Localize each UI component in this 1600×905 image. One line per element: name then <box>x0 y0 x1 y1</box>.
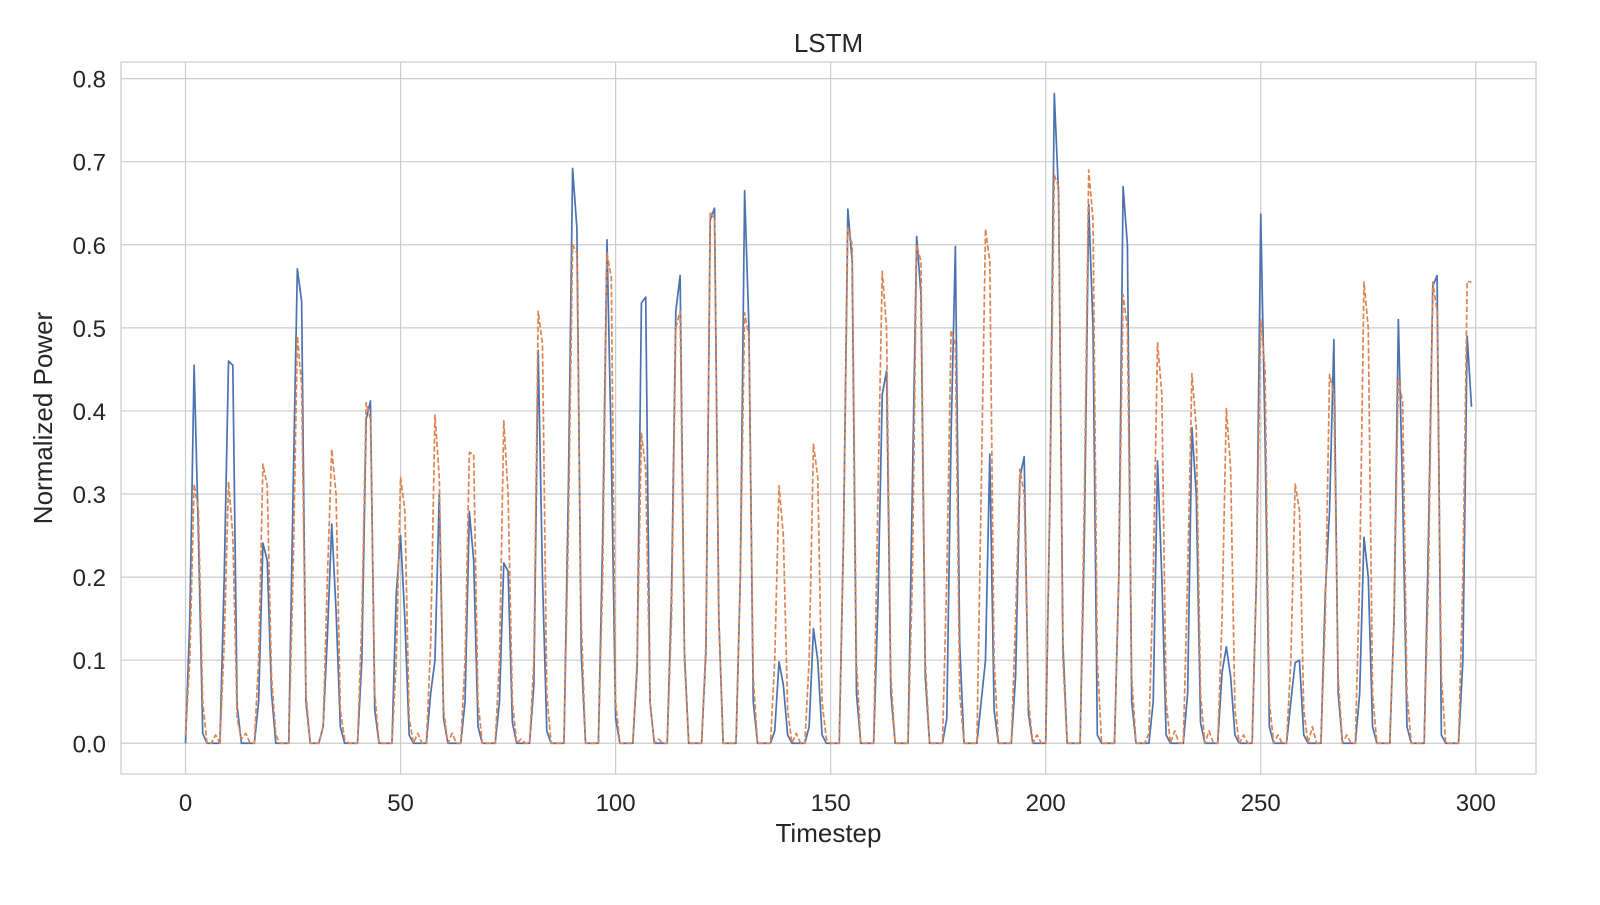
x-tick-label: 250 <box>1241 790 1281 817</box>
y-tick-label: 0.6 <box>73 233 106 260</box>
series-line-1 <box>184 92 1473 745</box>
x-tick-label: 300 <box>1456 790 1496 817</box>
y-tick-label: 0.3 <box>73 482 106 509</box>
x-axis-label: Timestep <box>776 818 882 848</box>
y-tick-label: 0.5 <box>73 316 106 343</box>
y-tick-label: 0.7 <box>73 150 106 177</box>
y-tick-label: 0.4 <box>73 399 106 426</box>
series-line-2 <box>184 169 1472 745</box>
x-tick-label: 50 <box>387 790 414 817</box>
y-tick-label: 0.8 <box>73 67 106 94</box>
x-tick-labels: 0 50 100 150 200 250 300 <box>179 790 1496 817</box>
y-tick-label: 0.0 <box>73 731 106 758</box>
series-group <box>184 92 1473 745</box>
y-tick-label: 0.2 <box>73 565 106 592</box>
y-tick-labels: 0.0 0.1 0.2 0.3 0.4 0.5 0.6 0.7 0.8 <box>73 67 106 759</box>
chart-title: LSTM <box>794 28 863 58</box>
x-tick-label: 100 <box>596 790 636 817</box>
y-tick-label: 0.1 <box>73 648 106 675</box>
x-tick-label: 200 <box>1026 790 1066 817</box>
y-axis-label: Normalized Power <box>28 311 58 524</box>
plot-frame <box>120 61 1537 775</box>
x-tick-label: 150 <box>811 790 851 817</box>
x-tick-label: 0 <box>179 790 192 817</box>
grid <box>121 62 1536 774</box>
